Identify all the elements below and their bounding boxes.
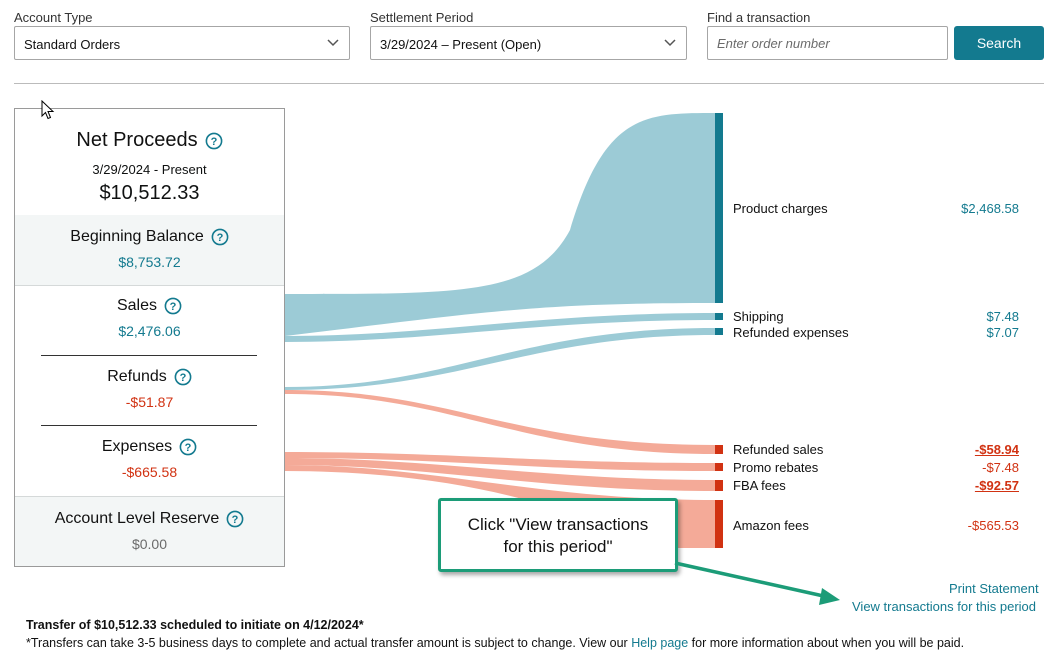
beginning-balance-title: Beginning Balance: [70, 228, 204, 245]
settlement-period-label: Settlement Period: [370, 10, 474, 25]
expenses-header: Expenses ?: [15, 438, 284, 456]
print-statement-link[interactable]: Print Statement: [949, 581, 1039, 596]
refunds-section: Refunds ? -$51.87: [15, 368, 284, 410]
search-button[interactable]: Search: [954, 26, 1044, 60]
node-product-charges: [715, 113, 723, 303]
svg-text:?: ?: [216, 232, 223, 244]
breakdown-value: -$565.53: [967, 518, 1019, 533]
account-type-select[interactable]: Standard Orders: [14, 26, 350, 60]
node-promo-rebates: [715, 463, 723, 471]
beginning-balance-section: Beginning Balance ? $8,753.72: [15, 215, 284, 285]
breakdown-label: FBA fees: [733, 478, 786, 493]
node-refunded-sales: [715, 445, 723, 454]
callout-line-2: for this period": [503, 537, 613, 556]
breakdown-value-link[interactable]: -$92.57: [974, 478, 1019, 493]
header-divider: [14, 83, 1044, 84]
summary-panel: Net Proceeds ? 3/29/2024 - Present $10,5…: [14, 108, 285, 567]
help-icon[interactable]: ?: [174, 368, 192, 386]
flow-product-charges: [285, 113, 715, 336]
svg-text:?: ?: [170, 301, 177, 313]
breakdown-label: Refunded sales: [733, 442, 824, 457]
sales-value: $2,476.06: [118, 323, 181, 339]
flow-refunded-expenses: [285, 328, 715, 390]
section-divider: [41, 425, 257, 426]
account-reserve-section: Account Level Reserve ? $0.00: [15, 496, 284, 566]
section-divider: [41, 355, 257, 356]
account-reserve-title: Account Level Reserve: [54, 510, 220, 527]
breakdown-label: Amazon fees: [733, 518, 809, 533]
node-refunded-expenses: [715, 328, 723, 335]
disclaimer-text: *Transfers can take 3-5 business days to…: [26, 636, 632, 650]
flow-promo-rebates: [285, 452, 715, 471]
account-reserve-header: Account Level Reserve ?: [15, 510, 284, 528]
help-icon[interactable]: ?: [179, 438, 197, 456]
net-proceeds-period: 3/29/2024 - Present: [92, 162, 207, 177]
disclaimer-text-end: for more information about when you will…: [688, 636, 965, 650]
svg-text:?: ?: [185, 442, 192, 454]
annotation-arrow-icon: [674, 561, 840, 605]
breakdown-value: $7.07: [986, 325, 1019, 340]
refunds-value: -$51.87: [125, 394, 174, 410]
breakdown-value-link[interactable]: -$58.94: [974, 442, 1019, 457]
svg-text:?: ?: [179, 372, 186, 384]
sales-title: Sales: [116, 297, 158, 314]
help-icon[interactable]: ?: [211, 228, 229, 246]
node-fba-fees: [715, 480, 723, 491]
net-proceeds-section: Net Proceeds ? 3/29/2024 - Present $10,5…: [15, 109, 284, 215]
section-divider: [15, 285, 284, 286]
order-number-input[interactable]: [707, 26, 948, 60]
mouse-cursor-icon: [41, 100, 55, 120]
beginning-balance-header: Beginning Balance ?: [15, 228, 284, 246]
sales-header: Sales ?: [15, 297, 284, 315]
beginning-balance-value: $8,753.72: [118, 254, 181, 270]
flow-refunded-sales: [285, 390, 715, 454]
refunds-header: Refunds ?: [15, 368, 284, 386]
chevron-down-icon: [327, 39, 339, 47]
settlement-period-select[interactable]: 3/29/2024 – Present (Open): [370, 26, 687, 60]
sankey-flow-diagram: [285, 113, 723, 548]
svg-text:?: ?: [232, 514, 239, 526]
breakdown-label: Shipping: [733, 309, 784, 324]
help-icon[interactable]: ?: [205, 132, 223, 150]
net-proceeds-title: Net Proceeds: [76, 129, 198, 151]
account-type-label: Account Type: [14, 10, 93, 25]
help-page-link[interactable]: Help page: [631, 636, 689, 650]
breakdown-label: Product charges: [733, 201, 828, 216]
chevron-down-icon: [664, 39, 676, 47]
breakdown-value: $7.48: [986, 309, 1019, 324]
node-shipping: [715, 313, 723, 320]
breakdown-label: Promo rebates: [733, 460, 819, 475]
net-proceeds-header: Net Proceeds ?: [15, 129, 284, 152]
view-transactions-link[interactable]: View transactions for this period: [852, 599, 1037, 614]
flow-fba-fees: [285, 458, 715, 491]
breakdown-value: $2,468.58: [961, 201, 1019, 216]
find-transaction-label: Find a transaction: [707, 10, 811, 25]
callout-line-1: Click "View transactions: [467, 515, 649, 534]
flow-shipping: [285, 313, 715, 342]
refunds-title: Refunds: [107, 368, 167, 385]
account-reserve-value: $0.00: [131, 536, 168, 552]
breakdown-value: -$7.48: [982, 460, 1019, 475]
transfer-notice: Transfer of $10,512.33 scheduled to init…: [26, 618, 364, 632]
expenses-value: -$665.58: [121, 464, 178, 480]
expenses-section: Expenses ? -$665.58: [15, 438, 284, 480]
help-icon[interactable]: ?: [164, 297, 182, 315]
transfer-disclaimer: *Transfers can take 3-5 business days to…: [26, 636, 964, 650]
sales-section: Sales ? $2,476.06: [15, 297, 284, 339]
net-proceeds-value: $10,512.33: [99, 182, 200, 204]
help-icon[interactable]: ?: [226, 510, 244, 528]
settlement-period-value: 3/29/2024 – Present (Open): [380, 37, 542, 52]
breakdown-label: Refunded expenses: [733, 325, 849, 340]
node-amazon-fees: [715, 500, 723, 548]
account-type-value: Standard Orders: [24, 37, 121, 52]
svg-text:?: ?: [210, 136, 217, 148]
expenses-title: Expenses: [101, 438, 173, 455]
annotation-callout: Click "View transactions for this period…: [438, 498, 678, 572]
